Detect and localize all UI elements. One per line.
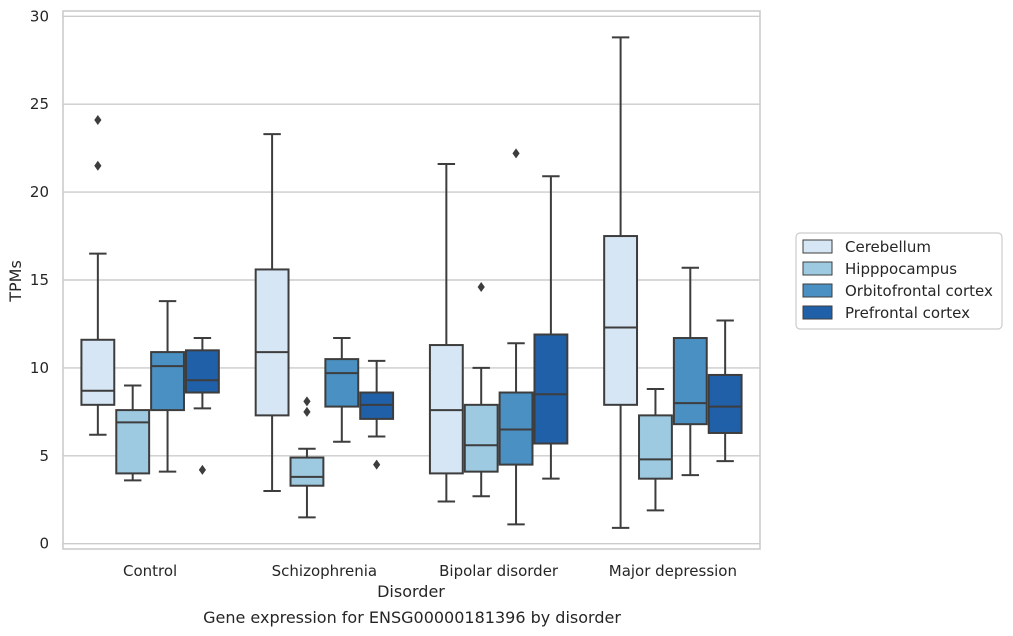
box bbox=[184, 349, 220, 394]
box-outlier bbox=[477, 282, 485, 293]
x-axis-ticks: Control Schizophrenia Bipolar disorder Majo… bbox=[123, 562, 737, 580]
y-tick-label: 0 bbox=[39, 535, 49, 553]
legend-entry-label: Cerebellum bbox=[845, 238, 931, 256]
legend-swatch bbox=[802, 239, 833, 254]
y-axis-label: TPMs bbox=[6, 260, 25, 303]
box-outlier bbox=[303, 406, 311, 417]
box-outlier bbox=[512, 148, 520, 159]
legend-frame bbox=[795, 232, 1003, 330]
box-plot-series bbox=[80, 36, 743, 529]
x-tick-label: Schizophrenia bbox=[272, 562, 377, 580]
legend-entry-label: Prefrontal cortex bbox=[845, 304, 970, 322]
box bbox=[289, 456, 325, 487]
x-axis-label: Disorder bbox=[377, 582, 445, 601]
box bbox=[254, 268, 290, 417]
legend-swatch bbox=[802, 305, 833, 320]
box bbox=[80, 338, 116, 406]
y-tick-label: 15 bbox=[30, 271, 49, 289]
x-tick-label: Major depression bbox=[609, 562, 737, 580]
y-tick-label: 10 bbox=[30, 359, 49, 377]
x-tick-label: Bipolar disorder bbox=[439, 562, 559, 580]
y-tick-label: 25 bbox=[30, 95, 49, 113]
plot-frame bbox=[62, 10, 761, 550]
legend-entry-label: Hipppocampus bbox=[845, 260, 957, 278]
y-axis-ticks: 0 5 10 15 20 25 30 bbox=[30, 7, 49, 552]
legend-swatch bbox=[802, 261, 833, 276]
box bbox=[603, 235, 639, 406]
box-outlier bbox=[198, 464, 206, 475]
chart-caption: Gene expression for ENSG00000181396 by d… bbox=[203, 608, 621, 627]
box bbox=[672, 337, 708, 426]
box bbox=[115, 409, 151, 475]
box bbox=[463, 403, 499, 473]
legend-entry-label: Orbitofrontal cortex bbox=[845, 282, 993, 300]
box bbox=[638, 414, 673, 480]
y-tick-label: 5 bbox=[39, 447, 49, 465]
x-tick-label: Control bbox=[123, 562, 177, 580]
y-tick-label: 20 bbox=[30, 183, 49, 201]
legend: Cerebellum Hipppocampus Orbitofrontal cort… bbox=[795, 232, 1003, 330]
y-tick-label: 30 bbox=[30, 7, 49, 25]
box bbox=[150, 351, 185, 412]
box bbox=[533, 333, 569, 445]
box-outlier bbox=[94, 160, 102, 171]
box bbox=[707, 373, 743, 434]
box-outlier bbox=[373, 459, 381, 470]
box-outlier bbox=[303, 396, 311, 407]
legend-swatch bbox=[802, 283, 833, 298]
box bbox=[324, 358, 360, 408]
box-outlier bbox=[94, 115, 102, 126]
